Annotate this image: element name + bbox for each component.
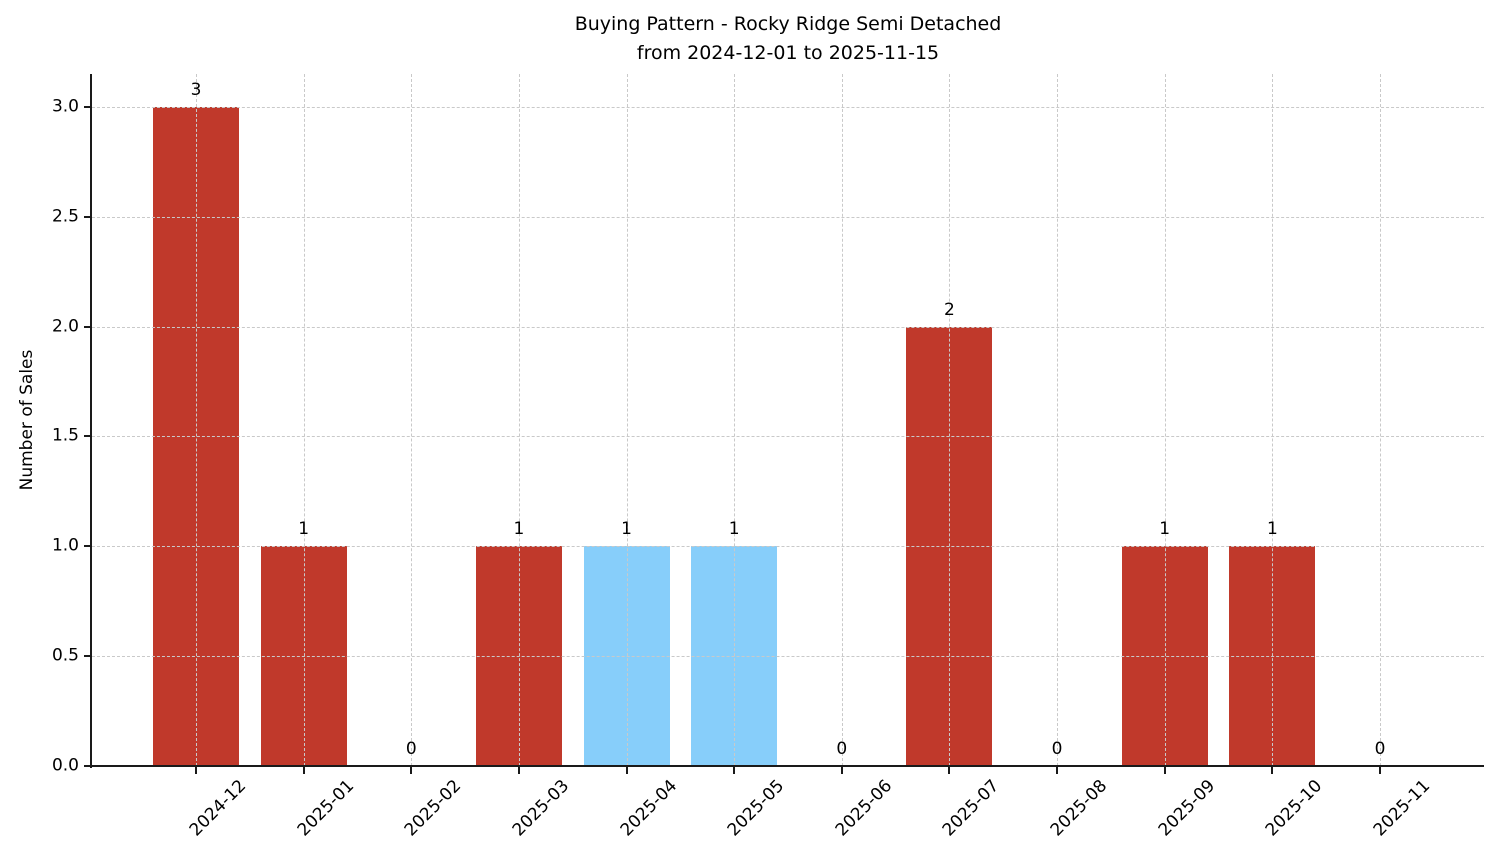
x-tick-label: 2025-04	[616, 776, 681, 841]
bar-value-label: 0	[1374, 739, 1386, 759]
x-tick-mark	[195, 766, 197, 774]
x-tick-mark	[302, 766, 305, 774]
x-tick-label: 2025-06	[831, 776, 896, 841]
bar-value-label: 0	[405, 739, 417, 759]
y-tick-label: 1.5	[51, 426, 79, 447]
x-tick-label: 2025-09	[1154, 776, 1219, 841]
y-axis-title: Number of Sales	[17, 349, 37, 491]
x-tick-label: 2025-01	[293, 776, 358, 841]
y-tick-label: 3.0	[51, 96, 79, 117]
y-tick-label: 1.0	[51, 535, 79, 556]
x-tick-mark	[1056, 766, 1059, 774]
horizontal-gridline	[92, 326, 1484, 328]
bar-value-label: 1	[1266, 519, 1278, 540]
x-tick-mark	[625, 766, 628, 774]
bar-value-label: 1	[621, 519, 632, 540]
bar-value-label: 3	[190, 79, 202, 100]
x-tick-label: 2025-02	[401, 776, 466, 841]
bar-value-label: 2	[944, 299, 955, 320]
vertical-gridline	[1272, 74, 1274, 766]
vertical-gridline	[411, 74, 413, 766]
bar-value-label: 1	[513, 519, 525, 540]
x-tick-label: 2025-11	[1369, 776, 1435, 841]
x-tick-label: 2025-03	[508, 776, 574, 841]
chart-title: Buying Pattern - Rocky Ridge Semi Detach…	[574, 13, 1002, 35]
x-tick-label: 2025-07	[939, 776, 1004, 841]
y-tick-mark	[84, 655, 92, 658]
vertical-gridline	[949, 74, 951, 766]
y-axis-spine	[90, 74, 92, 768]
vertical-gridline	[1164, 74, 1166, 766]
bar-value-label: 1	[1159, 519, 1171, 540]
bar-value-label: 1	[298, 519, 310, 540]
vertical-gridline	[1057, 74, 1059, 766]
horizontal-gridline	[92, 216, 1484, 218]
bar-value-label: 1	[728, 519, 740, 540]
plot-area: 0.0 0.5 1.0 1.5 2.0 2.5 3.0 2024-12 3 2025-01 1 202…	[52, 74, 1484, 840]
y-tick-label: 0.0	[51, 755, 79, 776]
vertical-gridline	[734, 74, 736, 766]
x-tick-label: 2025-05	[723, 776, 789, 841]
x-tick-mark	[948, 766, 951, 774]
x-tick-mark	[1271, 766, 1274, 774]
x-axis-spine	[90, 765, 1484, 767]
horizontal-gridline	[92, 106, 1484, 108]
bar-value-label: 0	[1051, 739, 1063, 759]
vertical-gridline	[841, 74, 843, 766]
x-tick-mark	[840, 766, 843, 774]
x-tick-mark	[517, 766, 520, 774]
vertical-gridline	[303, 74, 305, 766]
y-tick-mark	[84, 545, 92, 548]
y-tick-mark	[84, 215, 92, 218]
x-tick-label: 2025-10	[1262, 776, 1327, 841]
y-tick-mark	[84, 105, 92, 108]
vertical-gridline	[1380, 74, 1381, 766]
y-tick-mark	[84, 325, 92, 328]
x-tick-mark	[1379, 766, 1381, 774]
chart-title-block: Buying Pattern - Rocky Ridge Semi Detach…	[92, 10, 1484, 68]
horizontal-gridline	[92, 546, 1484, 548]
y-tick-label: 2.0	[51, 316, 79, 337]
x-tick-mark	[1163, 766, 1166, 774]
y-tick-mark	[84, 435, 92, 438]
chart-subtitle: from 2024-12-01 to 2025-11-15	[636, 42, 940, 64]
bar-value-label: 0	[836, 739, 848, 759]
y-tick-label: 2.5	[51, 206, 79, 227]
vertical-gridline	[196, 74, 197, 766]
vertical-gridline	[518, 74, 520, 766]
y-tick-label: 0.5	[51, 645, 79, 666]
y-tick-mark	[84, 765, 92, 767]
horizontal-gridline	[92, 656, 1484, 658]
x-tick-mark	[410, 766, 413, 774]
x-tick-label: 2025-08	[1046, 776, 1112, 841]
x-tick-mark	[733, 766, 736, 774]
horizontal-gridline	[92, 436, 1484, 438]
x-tick-label: 2024-12	[185, 776, 251, 841]
vertical-gridline	[626, 74, 628, 766]
